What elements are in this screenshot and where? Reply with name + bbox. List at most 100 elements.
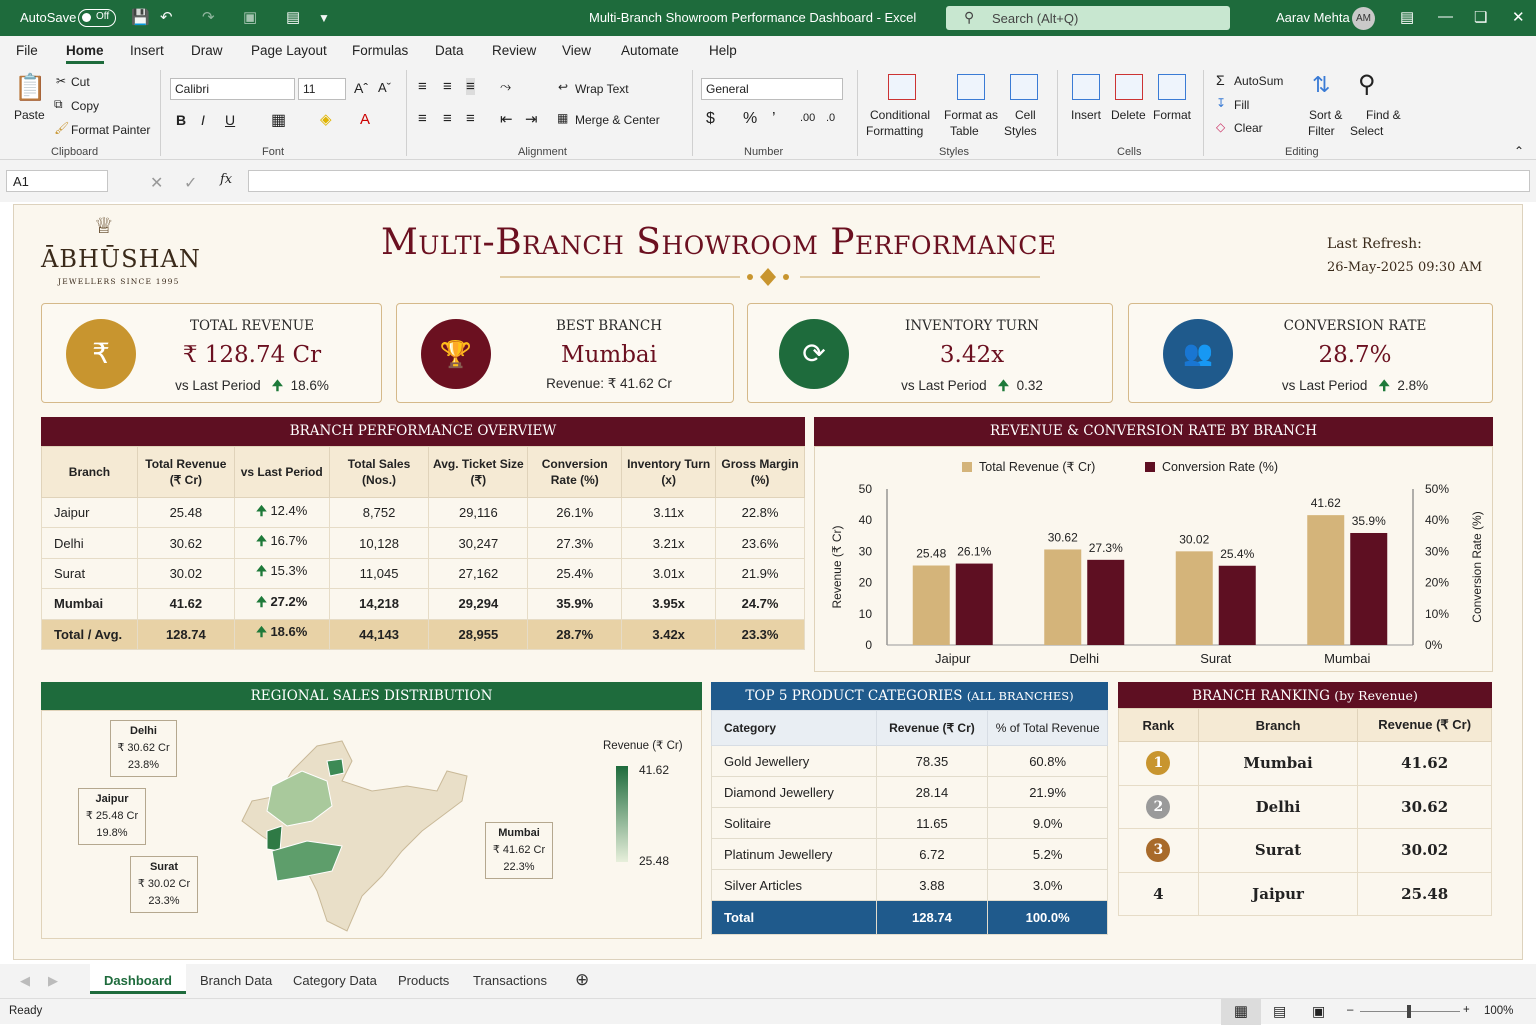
minimize-icon[interactable]: — <box>1438 8 1453 25</box>
format-as-table-button[interactable]: Format as <box>944 108 999 122</box>
table-cell[interactable]: 🠉 12.4% <box>233 496 330 529</box>
table-cell[interactable]: 5.2% <box>987 838 1108 870</box>
branch-name-cell[interactable]: Delhi <box>1197 784 1359 829</box>
table-cell[interactable]: 🠉 18.6% <box>233 618 330 650</box>
decrease-decimal-icon[interactable]: .0 <box>826 112 836 124</box>
table-cell[interactable]: 44,143 <box>328 618 430 650</box>
copy-icon[interactable]: ⧉ <box>54 97 63 111</box>
menu-data[interactable]: Data <box>435 43 464 58</box>
table-cell[interactable]: 🠉 27.2% <box>233 588 330 620</box>
map-region-delhi[interactable] <box>326 758 345 777</box>
menu-file[interactable]: File <box>16 43 38 58</box>
align-left-icon[interactable]: ≡ <box>418 110 427 127</box>
cut-button[interactable]: Cut <box>71 75 90 89</box>
table-cell[interactable]: 30.02 <box>136 557 235 590</box>
redo-icon[interactable]: ↷ <box>202 9 215 26</box>
branch-name-cell[interactable]: Surat <box>41 557 138 590</box>
table-cell[interactable]: Gold Jewellery <box>711 745 877 777</box>
menu-home[interactable]: Home <box>66 43 104 64</box>
delete-cells-icon[interactable] <box>1115 74 1143 100</box>
paste-icon[interactable]: 📋 <box>14 72 47 102</box>
align-right-icon[interactable]: ≡ <box>466 110 475 127</box>
total-cell[interactable]: 128.74 <box>875 900 989 935</box>
bold-icon[interactable]: B <box>176 112 187 128</box>
tab-products[interactable]: Products <box>398 973 450 988</box>
currency-icon[interactable]: $ <box>706 110 715 127</box>
branch-name-cell[interactable]: Mumbai <box>41 588 138 620</box>
format-cells-button[interactable]: Format <box>1153 108 1192 122</box>
format-painter-icon[interactable]: 🖌 <box>54 121 70 135</box>
tab-branch-data[interactable]: Branch Data <box>200 973 273 988</box>
table-cell[interactable]: 29,294 <box>428 588 529 620</box>
table-cell[interactable]: 10,128 <box>328 527 430 559</box>
table-cell[interactable]: 3.42x <box>621 618 717 650</box>
table-cell[interactable]: 🠉 16.7% <box>233 527 330 559</box>
menu-view[interactable]: View <box>562 43 592 58</box>
table-cell[interactable]: 29,116 <box>428 496 529 529</box>
tab-category-data[interactable]: Category Data <box>293 973 377 988</box>
table-cell[interactable]: 41.62 <box>136 588 235 620</box>
sort-filter-label2[interactable]: Filter <box>1308 124 1335 138</box>
tab-transactions[interactable]: Transactions <box>473 973 547 988</box>
page-layout-view-icon[interactable]: ▤ <box>1273 1003 1287 1019</box>
table-cell[interactable]: 28.14 <box>875 776 989 808</box>
branch-name-cell[interactable]: Total / Avg. <box>41 618 138 650</box>
close-icon[interactable]: ✕ <box>1512 9 1525 26</box>
formula-input[interactable] <box>248 170 1530 192</box>
avatar[interactable]: AM <box>1352 7 1375 30</box>
sort-filter-button[interactable]: Sort & <box>1309 108 1343 122</box>
table-cell[interactable]: 8,752 <box>328 496 430 529</box>
table-cell[interactable]: 28.7% <box>527 618 623 650</box>
map-region-gujarat[interactable] <box>266 825 283 852</box>
fill-icon[interactable]: ↧ <box>1216 96 1227 110</box>
table-cell[interactable]: 30,247 <box>428 527 529 559</box>
find-select-label2[interactable]: Select <box>1350 124 1384 138</box>
zoom-thumb[interactable] <box>1407 1005 1411 1018</box>
merge-icon[interactable]: ▦ <box>557 111 569 125</box>
table-cell[interactable]: 128.74 <box>136 618 235 650</box>
print-preview-icon[interactable]: ▤ <box>286 9 301 26</box>
table-cell[interactable]: 3.88 <box>875 869 989 901</box>
revenue-cell[interactable]: 30.02 <box>1357 828 1492 873</box>
table-cell[interactable]: 9.0% <box>987 807 1108 839</box>
cancel-icon[interactable]: ✕ <box>150 175 164 192</box>
undo-icon[interactable]: ↶ <box>160 9 173 26</box>
cell-styles-button[interactable]: Cell <box>1015 108 1036 122</box>
restore-icon[interactable]: ❏ <box>1474 9 1488 26</box>
menu-draw[interactable]: Draw <box>191 43 223 58</box>
search-box[interactable]: ⚲ Search (Alt+Q) <box>946 6 1230 30</box>
table-cell[interactable]: Diamond Jewellery <box>711 776 877 808</box>
italic-icon[interactable]: I <box>201 112 205 128</box>
merge-center-button[interactable]: Merge & Center <box>575 113 660 127</box>
number-format-dropdown[interactable]: General <box>701 78 843 100</box>
font-color-icon[interactable]: A <box>360 111 371 128</box>
revenue-cell[interactable]: 25.48 <box>1357 871 1492 916</box>
wrap-text-button[interactable]: Wrap Text <box>575 82 629 96</box>
scroll-right-icon[interactable]: ▶ <box>48 973 58 988</box>
sort-filter-icon[interactable]: ⇅ <box>1312 72 1331 97</box>
comma-icon[interactable]: ’ <box>772 110 776 127</box>
borders-icon[interactable]: ▦ <box>271 112 287 129</box>
add-sheet-icon[interactable]: ⊕ <box>575 970 590 989</box>
autosum-button[interactable]: AutoSum <box>1234 74 1284 88</box>
zoom-out-icon[interactable]: – <box>1347 1004 1354 1016</box>
insert-cells-icon[interactable] <box>1072 74 1100 100</box>
table-cell[interactable]: 24.7% <box>715 588 805 620</box>
align-middle-icon[interactable]: ≡ <box>443 78 452 95</box>
increase-font-icon[interactable]: Aˆ <box>354 80 368 96</box>
table-cell[interactable]: 3.11x <box>621 496 717 529</box>
conditional-formatting-icon[interactable] <box>888 74 916 100</box>
align-center-icon[interactable]: ≡ <box>443 110 452 127</box>
align-top-icon[interactable]: ≡ <box>418 78 427 95</box>
font-name-dropdown[interactable]: Calibri <box>170 78 295 100</box>
name-box[interactable]: A1 <box>6 170 108 192</box>
table-cell[interactable]: 3.01x <box>621 557 717 590</box>
zoom-in-icon[interactable]: + <box>1463 1004 1470 1016</box>
table-cell[interactable]: 14,218 <box>328 588 430 620</box>
conditional-formatting-button[interactable]: Conditional <box>870 108 931 122</box>
table-cell[interactable]: 25.4% <box>527 557 623 590</box>
table-cell[interactable]: 30.62 <box>136 527 235 559</box>
table-cell[interactable]: 21.9% <box>987 776 1108 808</box>
format-painter-button[interactable]: Format Painter <box>71 123 151 137</box>
table-cell[interactable]: Silver Articles <box>711 869 877 901</box>
